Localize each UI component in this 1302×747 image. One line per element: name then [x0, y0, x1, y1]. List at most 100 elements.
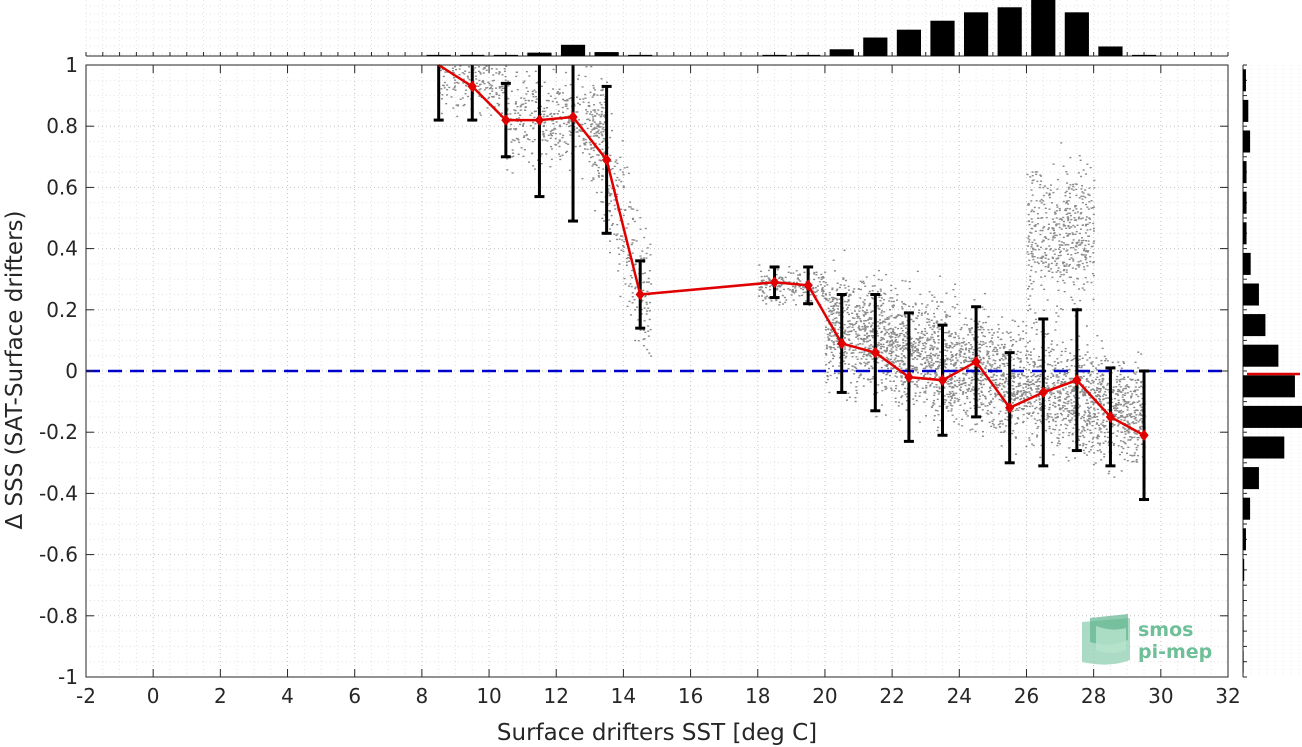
scatter-point: [792, 299, 795, 301]
scatter-point: [1073, 205, 1076, 207]
scatter-point: [933, 376, 936, 379]
scatter-point: [1076, 251, 1079, 254]
scatter-point: [1029, 401, 1032, 403]
scatter-point: [880, 310, 883, 312]
scatter-point: [1111, 391, 1114, 394]
scatter-point: [1065, 365, 1068, 368]
scatter-point: [1021, 373, 1024, 376]
scatter-point: [973, 349, 976, 351]
scatter-point: [1057, 437, 1060, 440]
scatter-point: [901, 347, 904, 349]
scatter-point: [611, 129, 614, 132]
scatter-point: [949, 395, 952, 398]
scatter-point: [643, 307, 646, 309]
scatter-point: [775, 299, 778, 301]
scatter-point: [1134, 432, 1137, 435]
scatter-point: [933, 332, 936, 334]
scatter-point: [990, 425, 993, 428]
scatter-point: [1047, 263, 1050, 265]
scatter-point: [557, 110, 560, 112]
scatter-point: [904, 316, 907, 318]
scatter-point: [1045, 418, 1048, 421]
scatter-point: [622, 245, 625, 247]
scatter-point: [764, 298, 767, 300]
scatter-point: [931, 349, 934, 351]
scatter-point: [848, 339, 851, 342]
scatter-point: [798, 274, 801, 276]
scatter-point: [900, 372, 903, 374]
scatter-point: [631, 252, 634, 254]
scatter-point: [999, 378, 1002, 380]
scatter-point: [936, 321, 939, 323]
scatter-point: [1027, 204, 1030, 206]
scatter-point: [1140, 385, 1143, 387]
scatter-point: [867, 335, 870, 337]
scatter-point: [883, 292, 886, 294]
scatter-point: [848, 313, 851, 316]
scatter-point: [804, 291, 807, 293]
scatter-point: [825, 381, 828, 384]
scatter-point: [1037, 223, 1040, 225]
scatter-point: [863, 282, 866, 285]
scatter-point: [836, 311, 839, 313]
scatter-point: [923, 401, 926, 403]
scatter-point: [482, 81, 485, 83]
scatter-point: [603, 138, 606, 140]
scatter-point: [879, 290, 882, 292]
scatter-point: [924, 390, 927, 392]
scatter-point: [1133, 401, 1136, 404]
scatter-point: [1024, 390, 1027, 393]
scatter-point: [1100, 359, 1103, 362]
scatter-point: [1099, 375, 1102, 377]
error-bars: [433, 65, 1150, 502]
scatter-point: [955, 418, 958, 420]
scatter-point: [855, 389, 858, 392]
scatter-point: [779, 285, 782, 288]
scatter-point: [904, 327, 907, 329]
scatter-point: [936, 390, 939, 393]
scatter-point: [1117, 444, 1120, 447]
scatter-point: [1052, 420, 1055, 422]
scatter-point: [888, 352, 891, 355]
scatter-point: [1033, 366, 1036, 368]
scatter-point: [567, 115, 570, 117]
scatter-point: [1053, 360, 1056, 363]
scatter-point: [640, 308, 643, 311]
scatter-point: [931, 347, 934, 349]
scatter-point: [872, 346, 875, 349]
scatter-point: [491, 95, 494, 98]
scatter-point: [1119, 403, 1122, 406]
scatter-point: [604, 116, 607, 119]
scatter-point: [861, 343, 864, 345]
scatter-point: [929, 352, 932, 355]
scatter-point: [503, 87, 506, 90]
scatter-point: [869, 355, 872, 357]
scatter-point: [1025, 376, 1028, 378]
scatter-point: [1038, 403, 1041, 406]
scatter-point: [943, 401, 946, 403]
scatter-point: [963, 382, 966, 384]
scatter-point: [768, 279, 771, 281]
scatter-point: [1081, 262, 1084, 265]
scatter-point: [965, 348, 968, 351]
scatter-point: [1000, 420, 1003, 422]
scatter-point: [589, 135, 592, 138]
scatter-point: [606, 81, 609, 84]
mean-marker: [837, 337, 847, 350]
scatter-point: [602, 94, 605, 96]
scatter-point: [945, 331, 948, 334]
scatter-point: [871, 331, 874, 333]
scatter-point: [911, 352, 914, 355]
scatter-point: [594, 111, 597, 113]
scatter-point: [930, 336, 933, 338]
scatter-point: [1048, 196, 1051, 199]
scatter-point: [821, 294, 824, 297]
scatter-point: [839, 284, 842, 286]
scatter-point: [965, 392, 968, 394]
scatter-point: [556, 101, 559, 103]
scatter-point: [1028, 239, 1031, 241]
scatter-point: [943, 403, 946, 405]
scatter-point: [1068, 192, 1071, 195]
scatter-point: [876, 332, 879, 335]
scatter-point: [1018, 407, 1021, 409]
